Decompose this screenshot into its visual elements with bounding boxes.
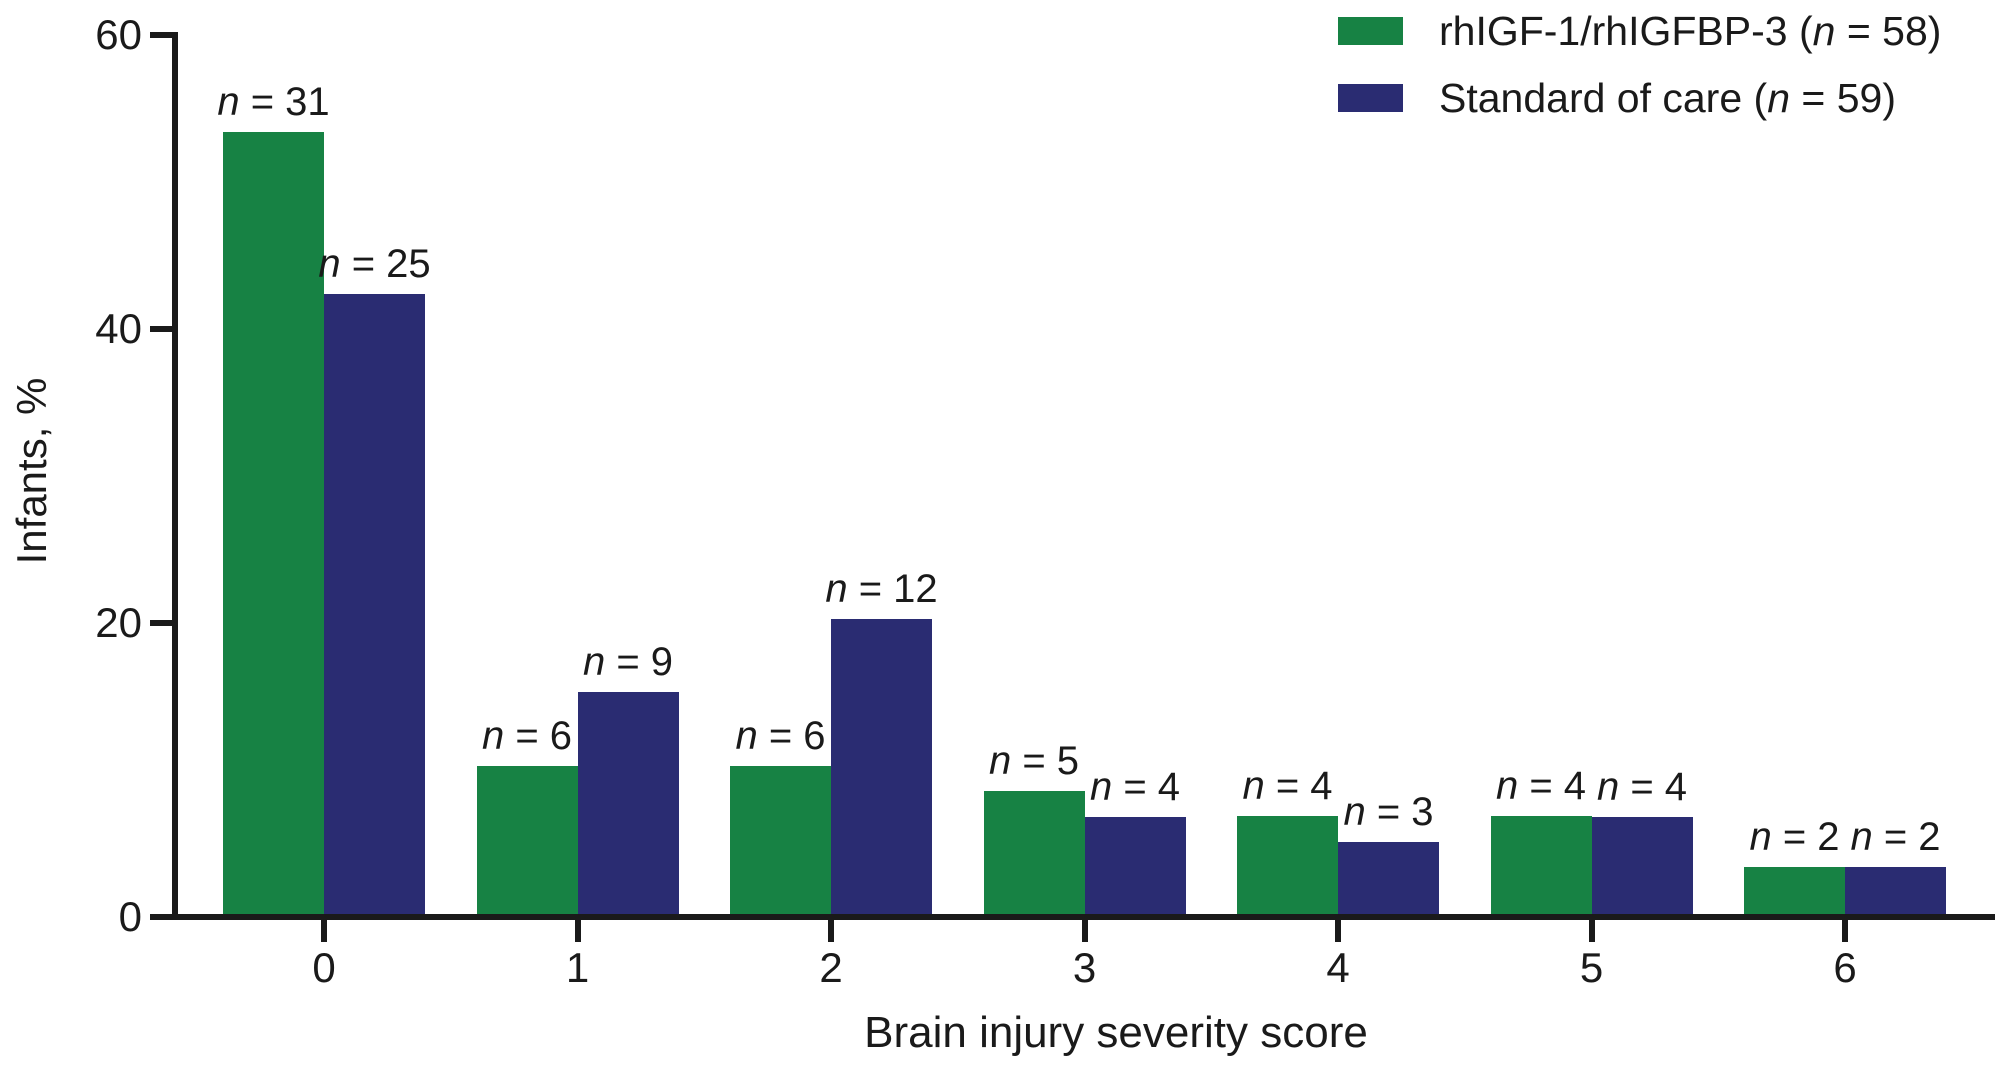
x-tick-3 xyxy=(1081,920,1088,942)
bar-soc-score-3 xyxy=(1084,817,1186,917)
bar-soc-score-2 xyxy=(831,618,932,917)
x-axis-line xyxy=(172,914,1995,920)
legend-swatch-rhigf xyxy=(1338,17,1403,45)
x-tick-6 xyxy=(1842,920,1848,942)
bar-soc-score-1 xyxy=(577,692,679,917)
bar-rhigf-score-0 xyxy=(223,132,324,917)
bar-soc-score-4 xyxy=(1338,842,1439,917)
legend-label-rhigf: rhIGF-1/rhIGFBP-3 (n = 58) xyxy=(1439,8,1942,54)
x-tick-label-0: 0 xyxy=(312,944,336,991)
bar-rhigf-score-4 xyxy=(1237,815,1338,917)
bar-label-soc-score-1: n = 9 xyxy=(582,640,674,685)
bar-label-soc-score-3: n = 4 xyxy=(1089,765,1181,810)
y-tick-60 xyxy=(150,32,172,38)
y-tick-0 xyxy=(150,914,172,920)
bar-label-soc-score-2: n = 12 xyxy=(825,566,938,611)
bar-label-soc-score-4: n = 3 xyxy=(1343,790,1434,835)
x-tick-label-5: 5 xyxy=(1579,944,1604,991)
y-axis-title: Infants, % xyxy=(8,377,55,565)
bar-rhigf-score-6 xyxy=(1744,867,1845,917)
x-axis-title: Brain injury severity score xyxy=(864,1008,1368,1057)
legend-row-rhigf: rhIGF-1/rhIGFBP-3 (n = 58) xyxy=(1338,10,1941,52)
y-tick-label-20: 20 xyxy=(95,599,142,646)
x-tick-label-1: 1 xyxy=(565,944,590,991)
bar-soc-score-5 xyxy=(1591,817,1693,917)
y-tick-label-60: 60 xyxy=(95,11,142,58)
bar-rhigf-score-1 xyxy=(476,765,578,917)
bar-label-rhigf-score-2: n = 6 xyxy=(735,713,826,758)
y-tick-label-0: 0 xyxy=(118,893,142,940)
x-tick-1 xyxy=(574,920,581,942)
bar-label-soc-score-0: n = 25 xyxy=(318,241,431,286)
bar-label-rhigf-score-6: n = 2 xyxy=(1749,815,1840,860)
bar-label-rhigf-score-1: n = 6 xyxy=(481,713,573,758)
bar-label-rhigf-score-3: n = 5 xyxy=(988,738,1080,783)
x-tick-2 xyxy=(828,920,834,942)
x-tick-label-2: 2 xyxy=(819,944,843,991)
legend-swatch-soc xyxy=(1338,84,1403,112)
bar-rhigf-score-5 xyxy=(1490,815,1592,917)
y-tick-20 xyxy=(150,620,172,626)
legend-label-soc: Standard of care (n = 59) xyxy=(1439,75,1896,121)
x-tick-0 xyxy=(321,920,327,942)
x-tick-5 xyxy=(1588,920,1595,942)
y-tick-40 xyxy=(150,326,172,332)
bar-rhigf-score-2 xyxy=(730,765,831,917)
bar-label-rhigf-score-4: n = 4 xyxy=(1242,763,1333,808)
bar-soc-score-0 xyxy=(324,293,425,917)
x-tick-4 xyxy=(1335,920,1341,942)
y-tick-label-40: 40 xyxy=(95,305,142,352)
bar-rhigf-score-3 xyxy=(983,790,1085,917)
y-axis-line xyxy=(172,32,178,920)
legend-row-soc: Standard of care (n = 59) xyxy=(1338,77,1941,119)
bar-label-soc-score-6: n = 2 xyxy=(1850,815,1941,860)
bar-label-rhigf-score-0: n = 31 xyxy=(217,80,330,125)
bar-soc-score-6 xyxy=(1845,867,1946,917)
bar-label-soc-score-5: n = 4 xyxy=(1596,765,1688,810)
x-tick-label-4: 4 xyxy=(1326,944,1350,991)
legend: rhIGF-1/rhIGFBP-3 (n = 58) Standard of ca… xyxy=(1338,10,1941,144)
bar-label-rhigf-score-5: n = 4 xyxy=(1495,763,1587,808)
x-tick-label-3: 3 xyxy=(1072,944,1097,991)
x-tick-label-6: 6 xyxy=(1833,944,1857,991)
